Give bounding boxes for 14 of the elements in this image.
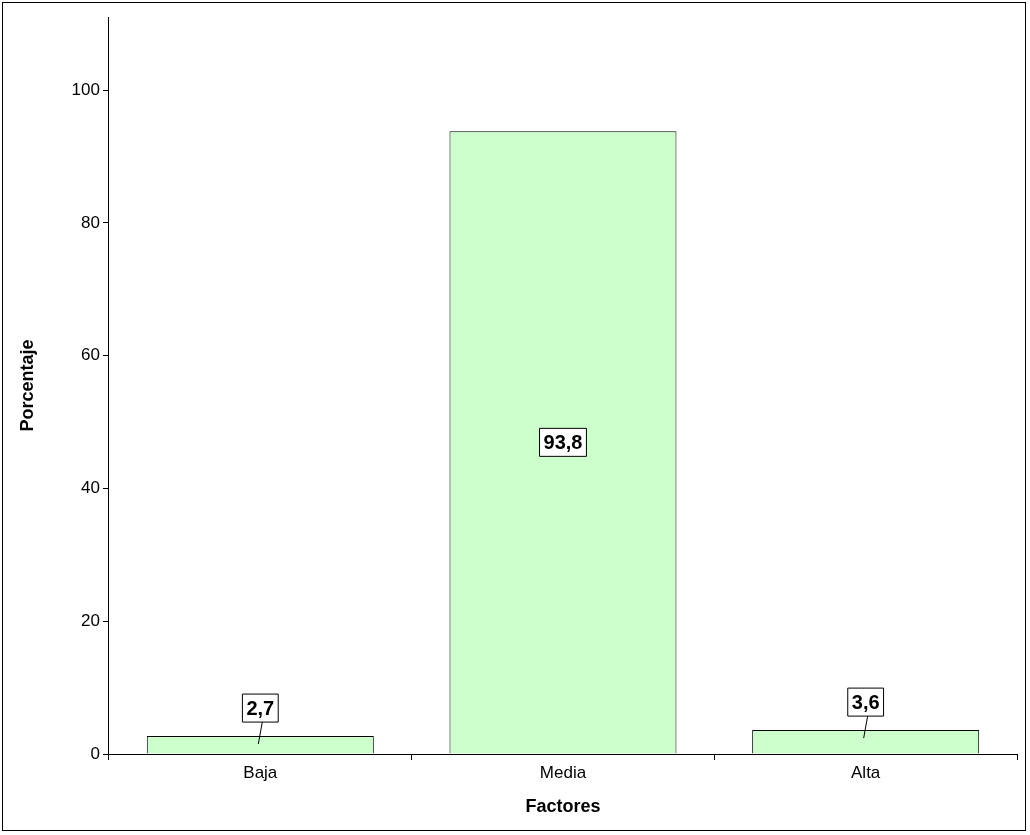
y-tick-label: 100 [71, 79, 100, 99]
x-tick-label: Baja [243, 762, 278, 782]
y-tick-label: 40 [81, 478, 100, 498]
y-tick-label: 20 [81, 610, 100, 630]
data-label: 93,8 [543, 430, 583, 453]
y-tick-label: 60 [81, 345, 100, 365]
y-tick-label: 0 [90, 743, 100, 763]
x-tick-label: Media [539, 762, 587, 782]
data-label: 2,7 [246, 696, 275, 719]
data-label: 3,6 [851, 690, 880, 713]
y-tick-label: 80 [81, 212, 100, 232]
y-axis-title: Porcentaje [16, 339, 37, 432]
x-axis-title: Factores [525, 796, 601, 817]
x-tick-label: Alta [851, 762, 881, 782]
